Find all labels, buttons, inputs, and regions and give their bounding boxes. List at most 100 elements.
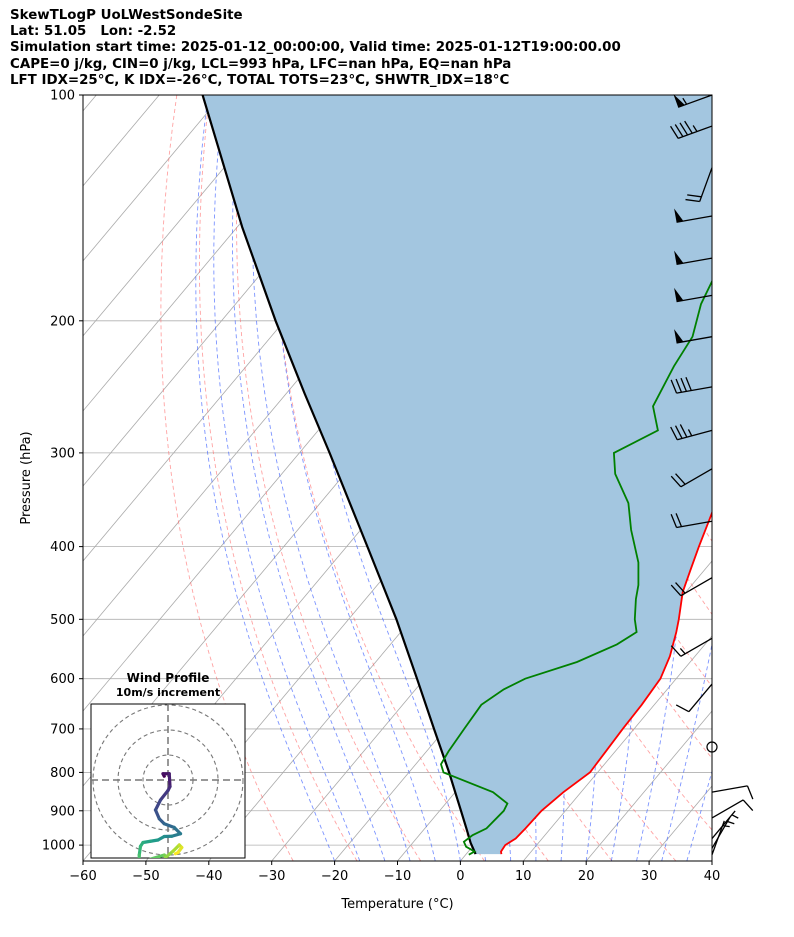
wind-barb bbox=[673, 94, 713, 108]
barb-full-feather bbox=[746, 785, 754, 800]
dry-adiabat-line bbox=[236, 95, 422, 861]
barb-half-feather bbox=[731, 814, 739, 819]
barb-flag bbox=[673, 94, 685, 108]
barb-full-feather bbox=[670, 475, 682, 488]
barb-full-feather bbox=[675, 473, 686, 485]
calm-wind-circle bbox=[706, 741, 718, 753]
hodograph-title: Wind Profile bbox=[127, 671, 210, 685]
barb-shaft bbox=[677, 429, 713, 441]
moist-adiabat-line bbox=[232, 95, 386, 861]
barb-full-feather bbox=[742, 799, 754, 812]
x-tick-label: −10 bbox=[384, 869, 411, 884]
barb-full-feather bbox=[670, 513, 678, 528]
y-tick-label: 900 bbox=[50, 804, 75, 819]
isotherm-line bbox=[83, 95, 286, 337]
barb-shaft bbox=[680, 637, 713, 657]
barb-shaft bbox=[676, 257, 713, 266]
hodograph-trace-segment bbox=[173, 850, 180, 856]
moist-adiabat-line bbox=[195, 95, 336, 861]
wind-barb bbox=[711, 816, 735, 849]
title-stability-indices: LFT IDX=25°C, K IDX=-26°C, TOTAL TOTS=23… bbox=[10, 72, 510, 88]
x-tick-label: −50 bbox=[132, 869, 159, 884]
hodograph-trace-segment bbox=[163, 849, 175, 858]
barb-shaft bbox=[711, 820, 725, 855]
barb-full-feather bbox=[675, 378, 683, 393]
y-tick-label: 1000 bbox=[42, 839, 75, 854]
barb-shaft bbox=[699, 167, 713, 202]
isotherm-line bbox=[711, 860, 712, 861]
hodograph-trace-segment bbox=[148, 853, 166, 858]
barb-shaft bbox=[676, 520, 713, 529]
barb-half-feather bbox=[692, 125, 698, 132]
barb-full-feather bbox=[674, 124, 684, 137]
x-tick-label: 40 bbox=[704, 869, 721, 884]
wind-barb bbox=[674, 208, 713, 223]
dry-adiabat-line bbox=[763, 95, 794, 861]
wind-barb bbox=[711, 785, 754, 800]
barb-full-feather bbox=[679, 424, 688, 438]
barb-full-feather bbox=[675, 704, 690, 713]
hodograph-trace-segment bbox=[167, 772, 172, 789]
isotherm-line bbox=[585, 710, 712, 861]
dry-adiabat-line bbox=[198, 95, 358, 861]
moist-adiabat-line bbox=[584, 95, 683, 861]
barb-shaft bbox=[711, 816, 731, 849]
y-tick-label: 500 bbox=[50, 613, 75, 628]
hodograph-trace-segment bbox=[158, 788, 170, 802]
x-tick-label: −30 bbox=[258, 869, 285, 884]
barb-half-feather bbox=[679, 648, 686, 655]
chart-title-block: SkewTLogP UoLWestSondeSite Lat: 51.05 Lo… bbox=[10, 8, 790, 89]
barb-full-feather bbox=[680, 377, 687, 392]
moist-adiabat-line bbox=[213, 95, 361, 861]
wind-barb bbox=[670, 513, 713, 529]
barb-flag bbox=[674, 208, 684, 223]
title-station: SkewTLogP UoLWestSondeSite bbox=[10, 8, 243, 23]
wind-barb bbox=[706, 741, 718, 753]
wind-barbs bbox=[670, 94, 754, 855]
barb-full-feather bbox=[684, 120, 693, 134]
barb-half-feather bbox=[727, 820, 735, 825]
wind-barb bbox=[711, 799, 754, 819]
barb-shaft bbox=[688, 683, 713, 713]
y-tick-label: 300 bbox=[50, 446, 75, 461]
y-tick-label: 600 bbox=[50, 672, 75, 687]
barb-full-feather bbox=[685, 377, 692, 391]
barb-shaft bbox=[680, 577, 713, 597]
hodograph-trace-segment bbox=[153, 798, 163, 812]
y-tick-label: 200 bbox=[50, 314, 75, 329]
wind-barb bbox=[670, 377, 713, 394]
barb-shaft bbox=[676, 294, 713, 303]
hodograph-plot-area bbox=[91, 704, 245, 858]
x-tick-label: 20 bbox=[578, 869, 595, 884]
temperature-profile-line bbox=[500, 510, 712, 855]
barb-shaft bbox=[676, 386, 713, 394]
axis-labels: Temperature (°C) Pressure (hPa) bbox=[19, 431, 454, 912]
wind-barb bbox=[670, 637, 713, 657]
sounding-profiles bbox=[201, 95, 712, 856]
isotherm-line bbox=[522, 635, 712, 861]
x-tick-label: −40 bbox=[195, 869, 222, 884]
y-tick-label: 700 bbox=[50, 722, 75, 737]
dewpoint-profile-line bbox=[440, 279, 712, 856]
barb-full-feather bbox=[670, 379, 678, 394]
barb-full-feather bbox=[675, 582, 686, 594]
wind-barb bbox=[711, 820, 730, 855]
y-tick-label: 400 bbox=[50, 540, 75, 555]
barb-full-feather bbox=[670, 645, 682, 657]
x-tick-label: −60 bbox=[69, 869, 96, 884]
title-times: Simulation start time: 2025-01-12_00:00:… bbox=[10, 40, 621, 56]
moist-adiabat-line bbox=[272, 95, 436, 861]
title-location: Lat: 51.05 Lon: -2.52 bbox=[10, 24, 177, 40]
x-axis-label: Temperature (°C) bbox=[340, 897, 453, 912]
wind-barb bbox=[670, 468, 713, 488]
y-tick-label: 100 bbox=[50, 89, 75, 104]
barb-full-feather bbox=[679, 122, 689, 136]
cin-shaded-area bbox=[202, 95, 712, 855]
wind-barb bbox=[685, 167, 713, 203]
hodograph-trace-segment bbox=[162, 822, 176, 830]
barb-shaft bbox=[680, 468, 713, 488]
barb-flag bbox=[674, 287, 684, 302]
x-tick-label: 0 bbox=[456, 869, 464, 884]
